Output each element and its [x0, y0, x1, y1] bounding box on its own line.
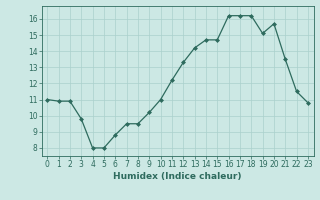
X-axis label: Humidex (Indice chaleur): Humidex (Indice chaleur): [113, 172, 242, 181]
